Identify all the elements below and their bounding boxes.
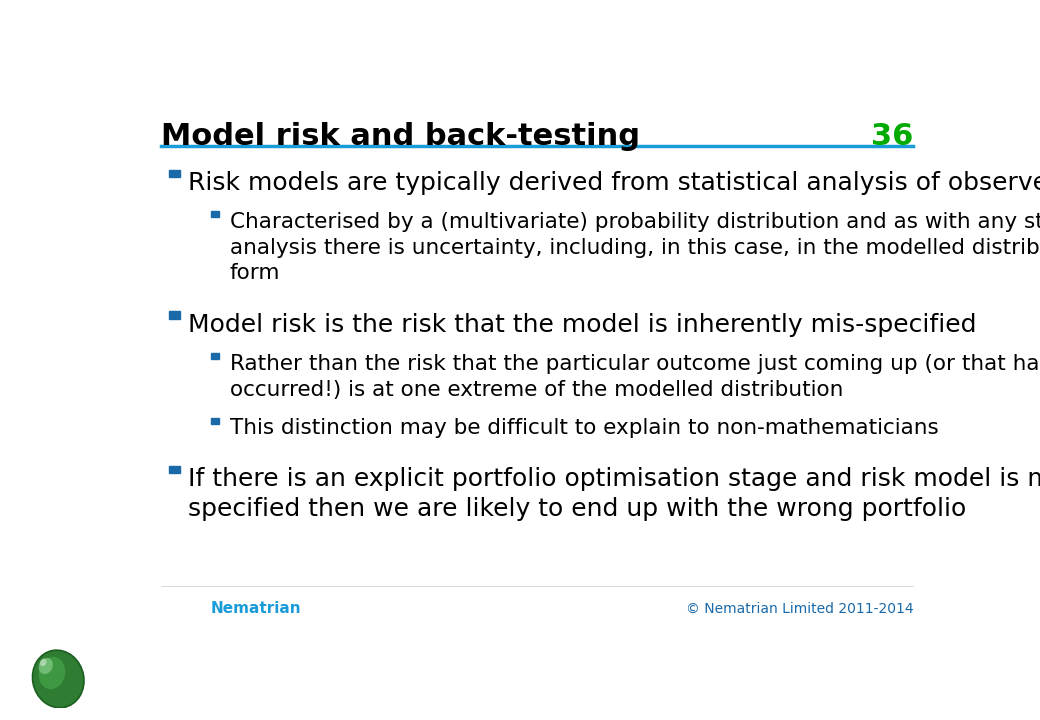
Text: Model risk and back-testing: Model risk and back-testing: [160, 122, 640, 151]
Text: Nematrian: Nematrian: [211, 601, 302, 616]
FancyBboxPatch shape: [168, 312, 180, 319]
FancyBboxPatch shape: [168, 169, 180, 177]
FancyBboxPatch shape: [211, 354, 219, 359]
Text: Rather than the risk that the particular outcome just coming up (or that has jus: Rather than the risk that the particular…: [230, 354, 1040, 400]
FancyBboxPatch shape: [168, 466, 180, 473]
Text: Characterised by a (multivariate) probability distribution and as with any stati: Characterised by a (multivariate) probab…: [230, 212, 1040, 284]
Ellipse shape: [38, 657, 66, 689]
Ellipse shape: [32, 650, 84, 708]
Ellipse shape: [38, 658, 53, 674]
Text: © Nematrian Limited 2011-2014: © Nematrian Limited 2011-2014: [685, 602, 913, 616]
FancyBboxPatch shape: [211, 418, 219, 423]
Text: This distinction may be difficult to explain to non-mathematicians: This distinction may be difficult to exp…: [230, 418, 939, 438]
Text: Model risk is the risk that the model is inherently mis-specified: Model risk is the risk that the model is…: [188, 312, 977, 336]
Text: If there is an explicit portfolio optimisation stage and risk model is mis-
spec: If there is an explicit portfolio optimi…: [188, 467, 1040, 521]
FancyBboxPatch shape: [211, 212, 219, 217]
Text: 36: 36: [872, 122, 913, 151]
Text: Risk models are typically derived from statistical analysis of observed data: Risk models are typically derived from s…: [188, 171, 1040, 194]
Ellipse shape: [40, 659, 47, 666]
